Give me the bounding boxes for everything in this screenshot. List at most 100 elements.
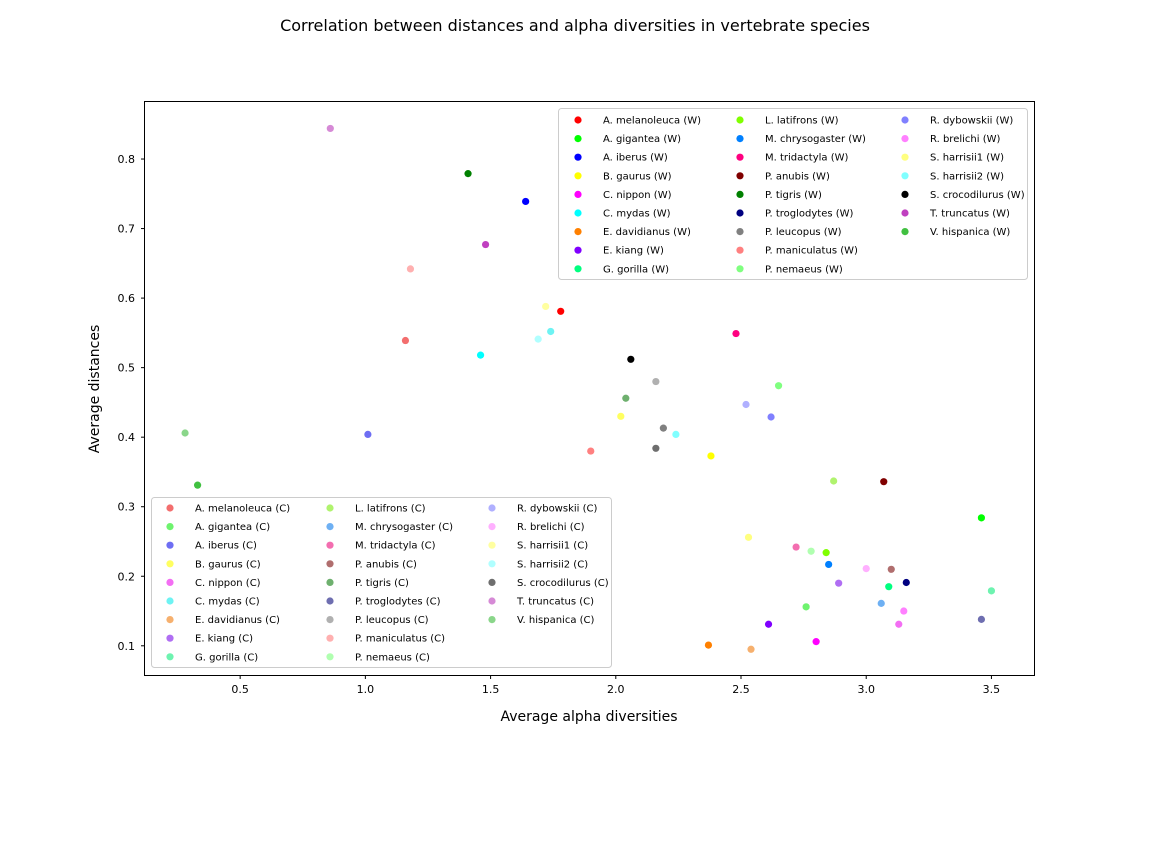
legend-label: L. latifrons (W) (765, 116, 839, 127)
legend-marker (736, 246, 744, 254)
data-point (659, 424, 667, 432)
legend-marker (326, 504, 334, 512)
legend-label: G. gorilla (W) (603, 264, 669, 275)
y-tick-label: 0.5 (118, 362, 136, 375)
legend-label: A. iberus (C) (195, 541, 257, 552)
legend-marker (166, 634, 174, 642)
legend-marker (574, 228, 582, 236)
legend-label: P. anubis (W) (765, 171, 830, 182)
legend-captive: A. melanoleuca (C) A. gigantea (C) A. iber… (151, 497, 612, 668)
legend-marker (574, 172, 582, 180)
data-point (900, 607, 908, 615)
legend-label: S. harrisii2 (W) (930, 171, 1004, 182)
data-point (542, 302, 550, 311)
legend-marker (736, 153, 744, 161)
legend-label: S. crocodilurus (W) (930, 190, 1025, 201)
legend-label: R. brelichi (W) (930, 134, 1000, 145)
legend-label: T. truncatus (W) (929, 209, 1010, 220)
legend-label: P. troglodytes (W) (765, 209, 854, 220)
legend-marker (901, 228, 909, 236)
legend-marker (326, 597, 334, 605)
data-point (835, 579, 843, 587)
legend-marker (901, 153, 909, 161)
legend-marker (326, 653, 334, 661)
legend-marker (901, 116, 909, 124)
data-point (767, 413, 775, 421)
data-point (464, 170, 472, 178)
legend-label: B. gaurus (W) (603, 171, 672, 182)
legend-marker (736, 135, 744, 143)
legend-marker (574, 153, 582, 161)
legend-marker (574, 246, 582, 254)
legend-marker (166, 616, 174, 624)
legend-label: M. tridactyla (C) (355, 541, 436, 552)
data-point (326, 124, 334, 133)
legend-label: P. troglodytes (C) (355, 597, 441, 608)
legend-label: V. hispanica (W) (930, 227, 1010, 238)
data-point (747, 645, 755, 653)
legend-marker (166, 560, 174, 568)
legend-label: C. nippon (W) (603, 190, 672, 201)
data-point (812, 638, 820, 646)
y-tick-label: 0.2 (118, 570, 136, 583)
data-point (627, 355, 635, 363)
data-point (617, 412, 625, 420)
data-point (481, 240, 490, 249)
legend-label: P. tigris (C) (355, 578, 409, 589)
data-points (181, 124, 996, 653)
legend-marker (326, 560, 334, 568)
legend-marker (488, 504, 496, 512)
x-axis: 0.5 1.0 1.5 2.0 2.5 3.0 3.5 (231, 675, 1000, 696)
data-point (364, 430, 372, 438)
legend-marker (736, 228, 744, 236)
legend-label: A. gigantea (C) (195, 522, 270, 533)
legend-marker (901, 135, 909, 143)
legend-marker (326, 634, 334, 642)
legend-marker (736, 116, 744, 124)
legend-marker (574, 190, 582, 198)
y-tick-label: 0.7 (118, 223, 136, 236)
legend-label: P. nemaeus (C) (355, 652, 430, 663)
legend-marker (488, 578, 496, 587)
legend-label: P. leucopus (C) (355, 615, 429, 626)
legend-label: L. latifrons (C) (355, 504, 426, 515)
legend-label: R. brelichi (C) (517, 522, 585, 533)
data-point (181, 429, 189, 437)
data-point (652, 377, 660, 386)
x-tick-label: 2.5 (732, 683, 750, 696)
legend-label: A. gigantea (W) (603, 134, 681, 145)
data-point (887, 565, 895, 573)
legend-marker (166, 597, 174, 605)
legend-label: M. tridactyla (W) (765, 153, 848, 164)
legend-label: G. gorilla (C) (195, 652, 258, 663)
data-point (977, 615, 986, 623)
legend-label: E. kiang (W) (603, 246, 664, 257)
legend-marker (488, 541, 496, 549)
x-tick-label: 3.0 (857, 683, 875, 696)
y-tick-label: 0.8 (118, 153, 136, 166)
legend-label: S. harrisii1 (C) (517, 541, 588, 552)
chart-title: Correlation between distances and alpha … (280, 16, 870, 35)
legend-label: P. maniculatus (W) (765, 246, 858, 257)
legend-marker (736, 265, 744, 273)
legend-label: P. anubis (C) (355, 559, 417, 570)
legend-label: C. mydas (C) (195, 597, 260, 608)
y-tick-label: 0.4 (118, 431, 136, 444)
data-point (547, 327, 555, 336)
legend-label: R. dybowskii (C) (517, 504, 597, 515)
data-point (193, 481, 202, 489)
legend-marker (901, 172, 909, 180)
data-point (406, 265, 415, 273)
y-axis: 0.1 0.2 0.3 0.4 0.5 0.6 0.7 0.8 (118, 153, 145, 653)
data-point (830, 477, 838, 485)
data-point (774, 382, 783, 390)
legend-marker (166, 653, 174, 661)
legend-marker (166, 523, 174, 531)
legend-label: T. truncatus (C) (516, 597, 594, 608)
data-point (825, 560, 833, 569)
legend-marker (326, 541, 334, 549)
data-point (522, 197, 530, 206)
legend-marker (326, 523, 334, 531)
legend-frame (151, 497, 612, 668)
